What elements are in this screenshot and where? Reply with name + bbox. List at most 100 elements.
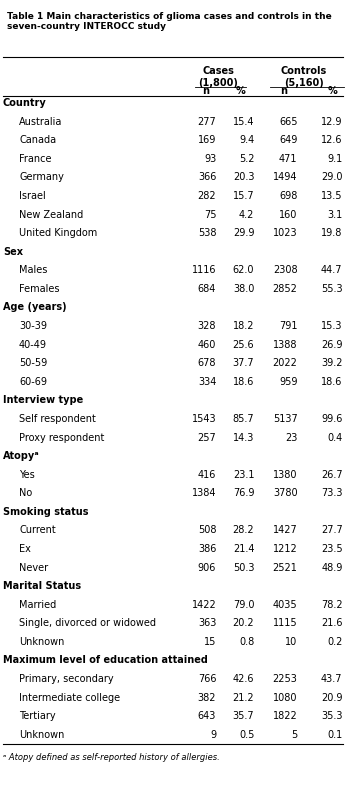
Text: 48.9: 48.9 — [321, 562, 343, 573]
Text: No: No — [19, 488, 32, 498]
Text: 0.5: 0.5 — [239, 729, 254, 740]
Text: 37.7: 37.7 — [233, 358, 254, 368]
Text: 363: 363 — [198, 619, 216, 628]
Text: 643: 643 — [198, 711, 216, 722]
Text: Maximum level of education attained: Maximum level of education attained — [3, 656, 208, 665]
Text: 23.5: 23.5 — [321, 544, 343, 554]
Text: 4.2: 4.2 — [239, 210, 254, 219]
Text: 1543: 1543 — [192, 414, 216, 424]
Text: 78.2: 78.2 — [321, 600, 343, 610]
Text: Unknown: Unknown — [19, 637, 64, 647]
Text: Atopyᵃ: Atopyᵃ — [3, 451, 39, 461]
Text: 334: 334 — [198, 377, 216, 386]
Text: 9.1: 9.1 — [327, 154, 343, 164]
Text: 386: 386 — [198, 544, 216, 554]
Text: 277: 277 — [198, 116, 216, 127]
Text: ᵃ Atopy defined as self-reported history of allergies.: ᵃ Atopy defined as self-reported history… — [3, 752, 219, 762]
Text: 15.4: 15.4 — [233, 116, 254, 127]
Text: Current: Current — [19, 525, 56, 535]
Text: 79.0: 79.0 — [233, 600, 254, 610]
Text: Age (years): Age (years) — [3, 303, 66, 313]
Text: 62.0: 62.0 — [233, 265, 254, 276]
Text: Self respondent: Self respondent — [19, 414, 96, 424]
Text: 12.6: 12.6 — [321, 135, 343, 145]
Text: 21.6: 21.6 — [321, 619, 343, 628]
Text: 649: 649 — [279, 135, 298, 145]
Text: 0.4: 0.4 — [327, 432, 343, 443]
Text: n: n — [202, 86, 209, 97]
Text: 1422: 1422 — [191, 600, 216, 610]
Text: 76.9: 76.9 — [233, 488, 254, 498]
Text: 43.7: 43.7 — [321, 674, 343, 684]
Text: 26.9: 26.9 — [321, 340, 343, 349]
Text: 1116: 1116 — [192, 265, 216, 276]
Text: 93: 93 — [204, 154, 216, 164]
Text: Never: Never — [19, 562, 48, 573]
Text: 73.3: 73.3 — [321, 488, 343, 498]
Text: 169: 169 — [198, 135, 216, 145]
Text: 1388: 1388 — [273, 340, 298, 349]
Text: Yes: Yes — [19, 470, 35, 480]
Text: 5: 5 — [291, 729, 298, 740]
Text: 18.2: 18.2 — [233, 321, 254, 331]
Text: 29.9: 29.9 — [233, 228, 254, 238]
Text: 20.9: 20.9 — [321, 692, 343, 703]
Text: 10: 10 — [285, 637, 298, 647]
Text: Interview type: Interview type — [3, 395, 83, 406]
Text: 15.3: 15.3 — [321, 321, 343, 331]
Text: 160: 160 — [279, 210, 298, 219]
Text: Unknown: Unknown — [19, 729, 64, 740]
Text: 35.7: 35.7 — [233, 711, 254, 722]
Text: 282: 282 — [198, 191, 216, 201]
Text: 698: 698 — [279, 191, 298, 201]
Text: 1380: 1380 — [273, 470, 298, 480]
Text: %: % — [327, 86, 337, 97]
Text: Australia: Australia — [19, 116, 62, 127]
Text: 85.7: 85.7 — [233, 414, 254, 424]
Text: 1384: 1384 — [192, 488, 216, 498]
Text: 5.2: 5.2 — [239, 154, 254, 164]
Text: France: France — [19, 154, 52, 164]
Text: 35.3: 35.3 — [321, 711, 343, 722]
Text: 3780: 3780 — [273, 488, 298, 498]
Text: 50.3: 50.3 — [233, 562, 254, 573]
Text: Married: Married — [19, 600, 56, 610]
Text: 665: 665 — [279, 116, 298, 127]
Text: 42.6: 42.6 — [233, 674, 254, 684]
Text: 2521: 2521 — [273, 562, 298, 573]
Text: Smoking status: Smoking status — [3, 507, 88, 517]
Text: Ex: Ex — [19, 544, 31, 554]
Text: Country: Country — [3, 98, 46, 109]
Text: 0.2: 0.2 — [327, 637, 343, 647]
Text: Single, divorced or widowed: Single, divorced or widowed — [19, 619, 156, 628]
Text: 471: 471 — [279, 154, 298, 164]
Text: Marital Status: Marital Status — [3, 581, 81, 591]
Text: 1115: 1115 — [273, 619, 298, 628]
Text: 257: 257 — [198, 432, 216, 443]
Text: 538: 538 — [198, 228, 216, 238]
Text: 1080: 1080 — [273, 692, 298, 703]
Text: 959: 959 — [279, 377, 298, 386]
Text: 40-49: 40-49 — [19, 340, 47, 349]
Text: 416: 416 — [198, 470, 216, 480]
Text: 14.3: 14.3 — [233, 432, 254, 443]
Text: 1494: 1494 — [273, 173, 298, 182]
Text: 15.7: 15.7 — [233, 191, 254, 201]
Text: 1822: 1822 — [273, 711, 298, 722]
Text: 366: 366 — [198, 173, 216, 182]
Text: 12.9: 12.9 — [321, 116, 343, 127]
Text: 508: 508 — [198, 525, 216, 535]
Text: 23: 23 — [285, 432, 298, 443]
Text: 27.7: 27.7 — [321, 525, 343, 535]
Text: 678: 678 — [198, 358, 216, 368]
Text: 55.3: 55.3 — [321, 284, 343, 294]
Text: 20.3: 20.3 — [233, 173, 254, 182]
Text: 0.8: 0.8 — [239, 637, 254, 647]
Text: 4035: 4035 — [273, 600, 298, 610]
Text: 19.8: 19.8 — [321, 228, 343, 238]
Text: 1212: 1212 — [273, 544, 298, 554]
Text: 26.7: 26.7 — [321, 470, 343, 480]
Text: n: n — [280, 86, 287, 97]
Text: Germany: Germany — [19, 173, 64, 182]
Text: 1023: 1023 — [273, 228, 298, 238]
